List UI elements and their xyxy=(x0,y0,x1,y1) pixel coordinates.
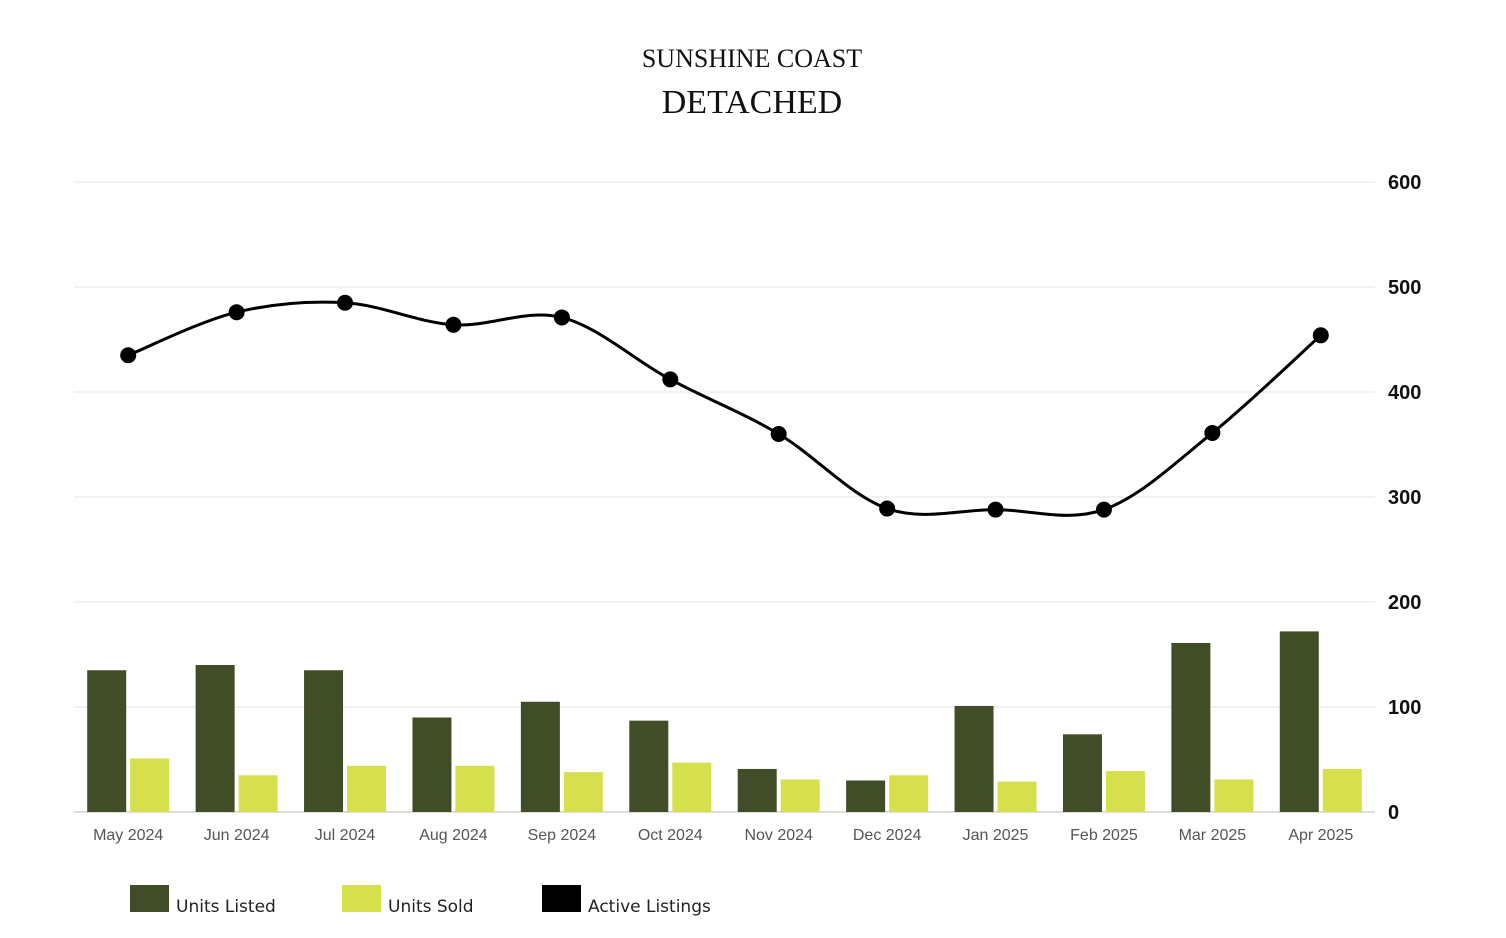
x-tick-label: Sep 2024 xyxy=(528,827,597,844)
y-tick-label: 600 xyxy=(1388,172,1421,194)
y-tick-label: 100 xyxy=(1388,697,1421,719)
y-tick-label: 300 xyxy=(1388,487,1421,509)
x-tick-label: Jan 2025 xyxy=(963,827,1029,844)
legend: Units Listed Units Sold Active Listings xyxy=(130,885,711,917)
point-active-listings xyxy=(662,371,679,388)
x-tick-label: Jul 2024 xyxy=(315,827,376,844)
y-tick-label: 500 xyxy=(1388,277,1421,299)
bar-units-sold xyxy=(1105,771,1145,812)
y-tick-label: 400 xyxy=(1388,382,1421,404)
point-active-listings xyxy=(1204,424,1221,441)
grid-lines xyxy=(74,181,1375,813)
point-active-listings xyxy=(553,309,570,326)
bar-units-listed xyxy=(1171,642,1211,812)
x-tick-label: Dec 2024 xyxy=(853,827,922,844)
bar-units-listed xyxy=(846,780,886,812)
point-active-listings xyxy=(1312,327,1329,344)
line-active-listings xyxy=(127,300,1322,517)
legend-label-units-listed: Units Listed xyxy=(176,897,276,917)
chart-title-region: SUNSHINE COAST xyxy=(642,44,862,73)
active-listings-points xyxy=(120,294,1329,518)
bar-units-listed xyxy=(629,720,669,812)
bar-units-listed xyxy=(87,670,127,812)
bar-units-sold xyxy=(347,765,387,812)
legend-swatch-active-listings xyxy=(542,885,581,912)
legend-swatch-units-listed xyxy=(130,885,169,912)
point-active-listings xyxy=(445,316,462,333)
bar-units-sold xyxy=(997,781,1037,812)
bar-units-sold xyxy=(563,772,603,812)
x-tick-label: Oct 2024 xyxy=(638,827,703,844)
point-active-listings xyxy=(987,501,1004,518)
bar-units-sold xyxy=(889,775,929,812)
bar-units-sold xyxy=(780,779,820,812)
x-axis-ticks: May 2024 Jun 2024 Jul 2024 Aug 2024 Sep 2024… xyxy=(93,827,1353,844)
bars xyxy=(87,631,1362,812)
bar-units-listed xyxy=(1279,631,1319,812)
x-tick-label: Nov 2024 xyxy=(744,827,813,844)
legend-swatch-units-sold xyxy=(342,885,381,912)
point-active-listings xyxy=(1095,501,1112,518)
bar-units-listed xyxy=(954,705,994,812)
legend-label-active-listings: Active Listings xyxy=(588,897,711,917)
bar-units-listed xyxy=(1062,734,1102,812)
x-tick-label: Mar 2025 xyxy=(1179,827,1247,844)
bar-units-sold xyxy=(455,765,495,812)
x-tick-label: Aug 2024 xyxy=(419,827,488,844)
y-tick-label: 0 xyxy=(1388,802,1399,824)
point-active-listings xyxy=(770,426,787,442)
bar-units-listed xyxy=(737,768,777,812)
x-tick-label: May 2024 xyxy=(93,827,163,844)
chart-title-property-type: DETACHED xyxy=(662,84,842,121)
bar-units-listed xyxy=(195,665,235,812)
bar-units-listed xyxy=(304,670,344,812)
x-tick-label: Jun 2024 xyxy=(204,827,270,844)
bar-units-sold xyxy=(130,758,170,812)
point-active-listings xyxy=(228,304,245,321)
bar-units-sold xyxy=(672,762,712,812)
legend-label-units-sold: Units Sold xyxy=(388,897,474,917)
point-active-listings xyxy=(879,500,896,517)
bar-units-sold xyxy=(1322,768,1362,812)
point-active-listings xyxy=(337,294,354,311)
point-active-listings xyxy=(120,347,137,364)
y-tick-label: 200 xyxy=(1388,592,1421,614)
active-listings-line xyxy=(127,300,1322,517)
bar-units-sold xyxy=(238,775,278,812)
bar-units-listed xyxy=(520,701,560,812)
bar-units-sold xyxy=(1214,779,1254,812)
bar-units-listed xyxy=(412,717,452,812)
x-tick-label: Apr 2025 xyxy=(1288,827,1353,844)
x-tick-label: Feb 2025 xyxy=(1070,827,1138,844)
y-axis-ticks: 0 100 200 300 400 500 600 xyxy=(1388,172,1421,824)
